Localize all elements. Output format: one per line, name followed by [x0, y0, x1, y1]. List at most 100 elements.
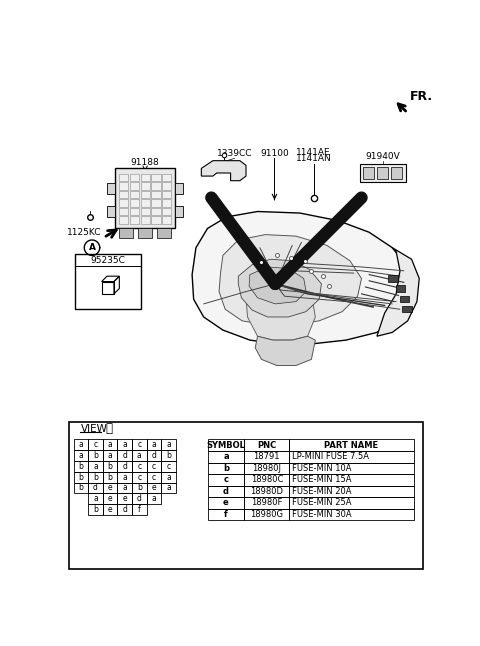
Bar	[289, 497, 414, 508]
Polygon shape	[377, 247, 419, 336]
Bar	[147, 439, 161, 450]
Bar	[151, 191, 160, 198]
Bar	[207, 451, 244, 463]
Bar	[88, 483, 103, 494]
Bar	[88, 494, 103, 504]
Bar	[396, 286, 406, 291]
Text: FUSE-MIN 15A: FUSE-MIN 15A	[292, 475, 352, 484]
Bar	[132, 472, 147, 483]
Text: e: e	[223, 499, 229, 508]
Polygon shape	[201, 161, 246, 181]
Bar	[141, 199, 150, 207]
Polygon shape	[255, 336, 315, 366]
Text: 91100: 91100	[260, 149, 289, 158]
Bar	[377, 167, 388, 179]
Bar	[151, 216, 160, 224]
Bar	[132, 461, 147, 472]
Bar	[69, 422, 423, 568]
Text: a: a	[223, 452, 229, 461]
Bar	[88, 504, 103, 515]
Text: c: c	[167, 462, 171, 471]
Bar	[130, 174, 139, 182]
Text: a: a	[108, 451, 112, 460]
Text: 91940V: 91940V	[366, 152, 400, 161]
Text: PART NAME: PART NAME	[324, 441, 379, 450]
Text: f: f	[138, 505, 141, 514]
Text: 18980J: 18980J	[252, 464, 281, 473]
Bar	[141, 191, 150, 198]
Bar	[151, 182, 160, 190]
Bar	[161, 450, 176, 461]
Bar	[73, 450, 88, 461]
Bar	[289, 508, 414, 520]
Bar	[175, 206, 183, 217]
Bar	[119, 216, 128, 224]
Text: 18980D: 18980D	[250, 487, 283, 496]
Bar	[130, 182, 139, 190]
Bar	[289, 486, 414, 497]
Bar	[132, 439, 147, 450]
Bar	[119, 199, 128, 207]
Bar	[88, 472, 103, 483]
Bar	[141, 216, 150, 224]
Bar	[141, 182, 150, 190]
Bar	[130, 191, 139, 198]
Bar	[73, 483, 88, 494]
Bar	[118, 483, 132, 494]
Bar	[73, 461, 88, 472]
Bar	[103, 483, 118, 494]
Text: a: a	[78, 441, 83, 450]
Text: d: d	[122, 505, 127, 514]
Text: 18791: 18791	[253, 452, 280, 461]
Text: 1339CC: 1339CC	[216, 149, 252, 158]
Bar	[207, 486, 244, 497]
Bar	[75, 254, 141, 309]
Text: d: d	[152, 451, 156, 460]
Bar	[118, 439, 132, 450]
Bar	[161, 483, 176, 494]
Bar	[175, 183, 183, 194]
Bar	[289, 451, 414, 463]
Text: c: c	[137, 462, 142, 471]
Bar	[157, 229, 171, 238]
Bar	[207, 508, 244, 520]
Bar	[119, 191, 128, 198]
Text: a: a	[108, 441, 112, 450]
Text: a: a	[137, 451, 142, 460]
Bar	[88, 439, 103, 450]
Bar	[130, 216, 139, 224]
Bar	[162, 174, 171, 182]
Text: c: c	[137, 441, 142, 450]
Text: d: d	[223, 487, 229, 496]
Text: 18980F: 18980F	[251, 499, 282, 508]
Text: FR.: FR.	[410, 90, 433, 103]
Text: b: b	[78, 462, 83, 471]
Text: b: b	[78, 483, 83, 492]
Text: a: a	[122, 473, 127, 482]
Bar	[161, 439, 176, 450]
Text: a: a	[122, 441, 127, 450]
Bar	[162, 191, 171, 198]
Text: d: d	[137, 494, 142, 503]
Text: 1125KC: 1125KC	[67, 228, 102, 237]
Bar	[103, 494, 118, 504]
Text: b: b	[93, 473, 98, 482]
Text: 91188: 91188	[131, 158, 159, 167]
Bar	[244, 497, 289, 508]
Text: d: d	[122, 462, 127, 471]
Text: d: d	[122, 451, 127, 460]
Text: c: c	[137, 473, 142, 482]
Text: a: a	[78, 451, 83, 460]
Bar	[289, 463, 414, 474]
Bar	[162, 182, 171, 190]
Bar	[207, 474, 244, 486]
Bar	[244, 486, 289, 497]
Polygon shape	[238, 259, 322, 317]
Bar	[132, 450, 147, 461]
Polygon shape	[192, 211, 411, 344]
Bar	[115, 169, 175, 229]
Bar	[118, 494, 132, 504]
Bar	[119, 182, 128, 190]
Bar	[402, 306, 411, 313]
Bar	[88, 450, 103, 461]
